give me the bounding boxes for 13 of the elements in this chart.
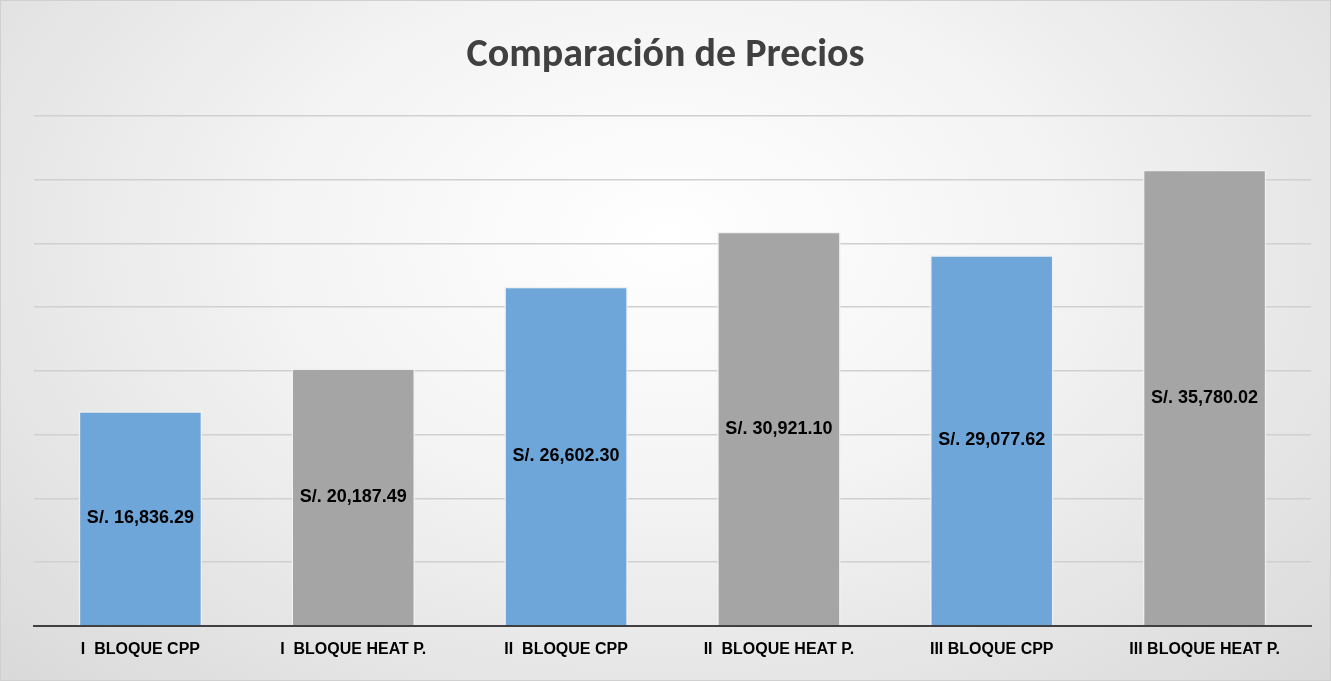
data-label: S/. 35,780.02: [1151, 386, 1259, 407]
x-tick-label: II BLOQUE HEAT P.: [703, 639, 855, 657]
x-tick-label: I BLOQUE HEAT P.: [280, 639, 427, 657]
x-tick-label: I BLOQUE CPP: [80, 639, 201, 657]
x-tick-label: III BLOQUE HEAT P.: [1129, 639, 1280, 657]
data-label: S/. 29,077.62: [938, 429, 1046, 450]
data-label: S/. 20,187.49: [299, 486, 407, 507]
data-label: S/. 26,602.30: [512, 445, 620, 466]
x-tick-label: III BLOQUE CPP: [929, 639, 1054, 657]
x-tick-label: II BLOQUE CPP: [504, 639, 629, 657]
data-label: S/. 16,836.29: [86, 507, 194, 528]
data-label: S/. 30,921.10: [725, 417, 833, 438]
chart-title: Comparación de Precios: [465, 28, 866, 77]
